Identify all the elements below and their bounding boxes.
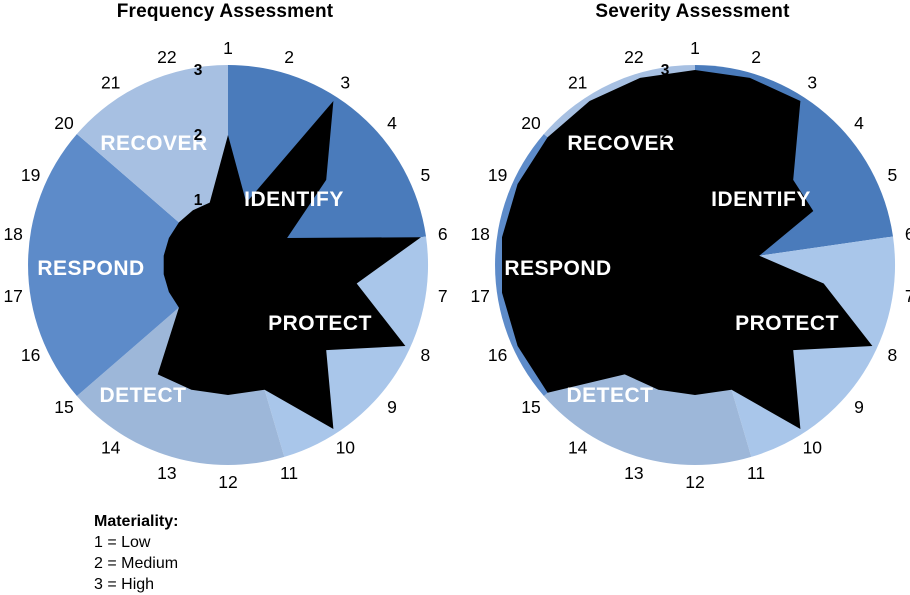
spoke-label-6: 6 <box>438 224 448 244</box>
frequency-chart-title: Frequency Assessment <box>116 1 334 22</box>
spoke-label-17: 17 <box>3 286 22 306</box>
sector-label-detect: DETECT <box>100 384 187 407</box>
spoke-label-12: 12 <box>218 472 237 492</box>
spoke-label-13: 13 <box>624 463 643 483</box>
legend-heading: Materiality: <box>94 513 179 530</box>
spoke-label-14: 14 <box>101 438 121 458</box>
spoke-label-11: 11 <box>280 463 298 483</box>
frequency-materiality-polygon <box>157 101 421 429</box>
spoke-label-15: 15 <box>521 397 540 417</box>
spoke-label-8: 8 <box>421 345 431 365</box>
spoke-label-16: 16 <box>488 345 507 365</box>
legend-item: 3 = High <box>94 576 155 593</box>
spoke-label-12: 12 <box>685 472 704 492</box>
spoke-label-3: 3 <box>340 72 350 92</box>
severity-chart-title: Severity Assessment <box>595 1 790 22</box>
sector-label-detect: DETECT <box>567 384 654 407</box>
spoke-label-15: 15 <box>54 397 73 417</box>
radial-tick-3: 3 <box>194 62 203 79</box>
spoke-label-1: 1 <box>223 38 233 58</box>
sector-label-respond: RESPOND <box>504 257 611 280</box>
spoke-label-22: 22 <box>157 47 176 67</box>
spoke-label-18: 18 <box>470 224 489 244</box>
radial-tick-3: 3 <box>661 62 670 79</box>
legend-item: 1 = Low <box>94 534 151 551</box>
spoke-label-10: 10 <box>336 438 356 458</box>
spoke-label-5: 5 <box>888 165 898 185</box>
spoke-label-20: 20 <box>521 113 541 133</box>
sector-label-recover: RECOVER <box>567 132 674 155</box>
radial-tick-1: 1 <box>661 192 670 209</box>
spoke-label-14: 14 <box>568 438 588 458</box>
spoke-label-8: 8 <box>888 345 898 365</box>
spoke-label-1: 1 <box>690 38 700 58</box>
spoke-label-19: 19 <box>488 165 507 185</box>
materiality-legend: Materiality: 1 = Low 2 = Medium 3 = High <box>94 511 178 595</box>
sector-label-protect: PROTECT <box>735 312 839 335</box>
spoke-label-2: 2 <box>284 47 294 67</box>
radial-tick-2: 2 <box>661 127 670 144</box>
spoke-label-22: 22 <box>624 47 643 67</box>
sector-wedge-respond <box>28 134 228 396</box>
spoke-label-9: 9 <box>854 397 864 417</box>
spoke-label-21: 21 <box>101 72 120 92</box>
spoke-label-17: 17 <box>470 286 489 306</box>
spoke-label-11: 11 <box>747 463 765 483</box>
spoke-label-19: 19 <box>21 165 40 185</box>
spoke-label-7: 7 <box>438 286 448 306</box>
sector-label-identify: IDENTIFY <box>244 188 344 211</box>
spoke-label-3: 3 <box>807 72 817 92</box>
sector-label-recover: RECOVER <box>100 132 207 155</box>
spoke-label-6: 6 <box>905 224 910 244</box>
spoke-label-2: 2 <box>751 47 761 67</box>
spoke-label-4: 4 <box>387 113 397 133</box>
radial-tick-1: 1 <box>194 192 203 209</box>
legend-item: 2 = Medium <box>94 555 179 572</box>
sector-label-respond: RESPOND <box>37 257 144 280</box>
sector-label-identify: IDENTIFY <box>711 188 811 211</box>
sector-label-protect: PROTECT <box>268 312 372 335</box>
page: { "titles": { "left": "Frequency Assessm… <box>3 1 910 593</box>
spoke-label-9: 9 <box>387 397 397 417</box>
severity-materiality-polygon <box>502 70 873 429</box>
spoke-label-13: 13 <box>157 463 176 483</box>
spoke-label-18: 18 <box>3 224 22 244</box>
spoke-label-16: 16 <box>21 345 40 365</box>
spoke-label-10: 10 <box>803 438 823 458</box>
radial-tick-2: 2 <box>194 127 203 144</box>
spoke-label-5: 5 <box>421 165 431 185</box>
spoke-label-20: 20 <box>54 113 74 133</box>
spoke-label-21: 21 <box>568 72 587 92</box>
spoke-label-4: 4 <box>854 113 864 133</box>
spoke-label-7: 7 <box>905 286 910 306</box>
